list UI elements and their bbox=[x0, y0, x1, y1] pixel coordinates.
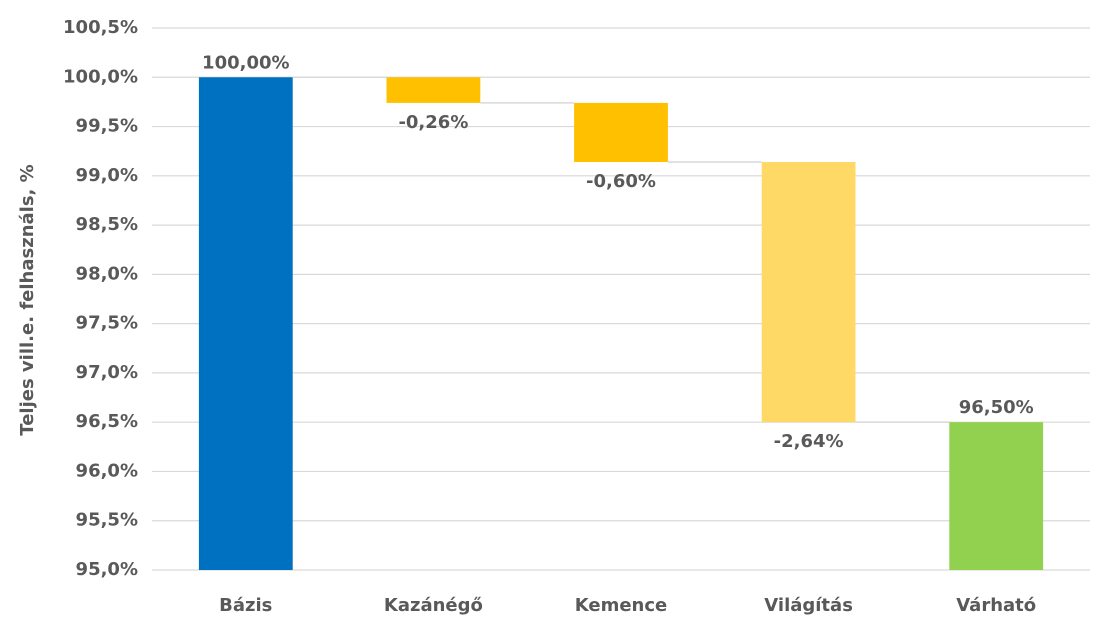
y-tick-label: 95,0% bbox=[76, 559, 138, 580]
data-label: 100,00% bbox=[202, 52, 290, 73]
bar bbox=[386, 77, 481, 103]
y-tick-label: 98,5% bbox=[76, 214, 138, 235]
y-axis-label: Teljes vill.e. felhasználs, % bbox=[17, 164, 38, 435]
y-tick-label: 96,5% bbox=[76, 411, 138, 432]
bar bbox=[574, 102, 668, 163]
x-tick-label: Várható bbox=[956, 595, 1036, 616]
data-label: -2,64% bbox=[774, 431, 844, 452]
bar bbox=[761, 162, 856, 423]
x-tick-label: Világítás bbox=[764, 595, 853, 616]
y-tick-label: 98,0% bbox=[76, 263, 138, 284]
y-tick-label: 99,0% bbox=[76, 165, 138, 186]
data-label: -0,60% bbox=[586, 171, 656, 192]
y-tick-label: 97,0% bbox=[76, 362, 138, 383]
y-tick-label: 97,5% bbox=[76, 313, 138, 334]
y-tick-label: 99,5% bbox=[76, 116, 138, 137]
bar bbox=[949, 422, 1044, 570]
y-tick-label: 100,5% bbox=[63, 17, 138, 38]
bar bbox=[198, 77, 293, 570]
x-tick-label: Kazánégő bbox=[384, 595, 483, 616]
y-tick-label: 96,0% bbox=[76, 460, 138, 481]
y-tick-label: 100,0% bbox=[63, 66, 138, 87]
y-tick-label: 95,5% bbox=[76, 510, 138, 531]
data-label: -0,26% bbox=[398, 112, 468, 133]
x-tick-label: Bázis bbox=[219, 595, 272, 616]
x-tick-label: Kemence bbox=[575, 595, 668, 616]
data-label: 96,50% bbox=[959, 397, 1034, 418]
